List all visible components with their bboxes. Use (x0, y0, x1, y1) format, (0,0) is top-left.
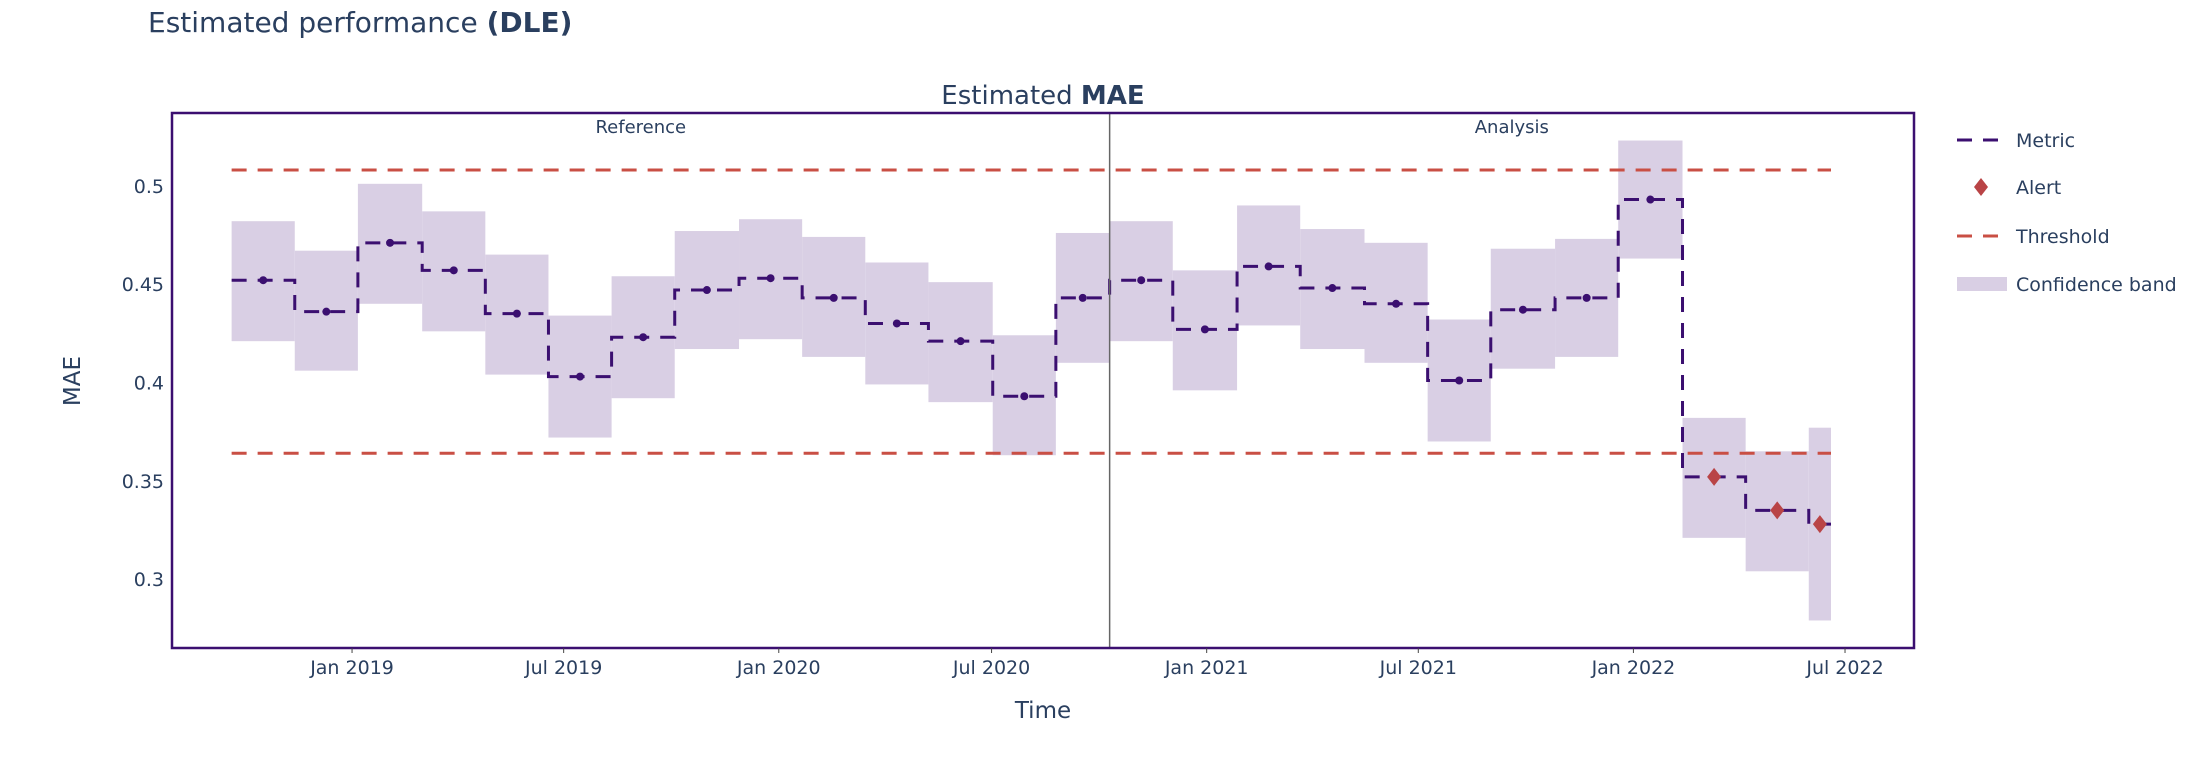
metric-point (1582, 293, 1591, 302)
metric-point (386, 238, 395, 247)
alert-legend-icon (1974, 178, 1988, 196)
metric-point (1020, 392, 1029, 401)
metric-point (449, 266, 458, 275)
alert-marker (1770, 501, 1785, 520)
x-tick-label: Jul 2021 (1379, 657, 1457, 679)
chart-title: Estimated MAE (941, 81, 1144, 111)
x-tick-label: Jan 2021 (1164, 657, 1249, 679)
x-tick-label: Jan 2020 (736, 657, 821, 679)
y-tick-label: 0.4 (134, 372, 164, 394)
metric-point (956, 337, 965, 346)
metric-point (639, 333, 648, 342)
plot-area: Reference Analysis Jan 2019 Jul 2019 Jan 202… (122, 111, 1916, 679)
legend-item-alert: Alert (1974, 177, 2061, 199)
metric-point (1646, 195, 1655, 204)
legend: Metric Alert Threshold Confidence band (1957, 130, 2177, 296)
metric-point (576, 372, 585, 381)
metric-point (1328, 284, 1337, 293)
metric-point (829, 293, 838, 302)
metric-point (702, 286, 711, 295)
x-tick-label: Jan 2019 (309, 657, 394, 679)
y-tick-label: 0.5 (134, 176, 164, 198)
y-axis-title: MAE (60, 356, 86, 406)
metric-point (1200, 325, 1209, 334)
band-legend-icon (1957, 277, 2007, 291)
y-tick-label: 0.45 (122, 274, 164, 296)
legend-label: Metric (2016, 130, 2075, 152)
metric-point (766, 274, 775, 283)
legend-item-band: Confidence band (1957, 274, 2177, 296)
legend-label: Alert (2016, 177, 2061, 199)
metric-point (512, 309, 521, 318)
metric-point (322, 307, 331, 316)
y-tick-label: 0.3 (134, 569, 164, 591)
x-tick-label: Jan 2022 (1591, 657, 1676, 679)
plot-frame (170, 111, 1916, 650)
x-axis-title: Time (1014, 698, 1071, 724)
legend-label: Confidence band (2016, 274, 2177, 296)
page-title: Estimated performance (DLE) (148, 6, 572, 39)
legend-item-metric: Metric (1957, 130, 2075, 152)
metric-point (892, 319, 901, 328)
reference-label: Reference (595, 117, 686, 138)
y-tick-label: 0.35 (122, 471, 164, 493)
metric-point (1518, 305, 1527, 314)
x-tick-label: Jul 2019 (524, 657, 602, 679)
legend-label: Threshold (2015, 226, 2110, 248)
x-tick-label: Jul 2020 (952, 657, 1030, 679)
metric-point (1264, 262, 1273, 271)
alert-marker (1707, 467, 1722, 486)
metric-point (1455, 376, 1464, 385)
metric-point (1137, 276, 1146, 285)
metric-point (1392, 299, 1401, 308)
legend-item-threshold: Threshold (1957, 226, 2110, 248)
x-tick-label: Jul 2022 (1805, 657, 1883, 679)
analysis-label: Analysis (1475, 117, 1549, 138)
alert-marker (1812, 515, 1827, 534)
metric-point (259, 276, 268, 285)
metric-point (1078, 293, 1087, 302)
